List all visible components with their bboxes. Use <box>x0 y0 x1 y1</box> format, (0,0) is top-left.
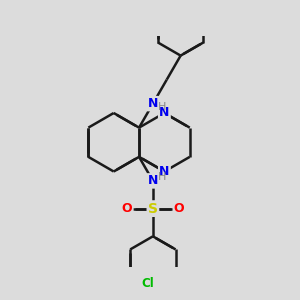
Text: H: H <box>158 102 166 112</box>
Text: N: N <box>159 165 170 178</box>
Text: H: H <box>158 172 166 182</box>
Text: N: N <box>148 174 158 188</box>
Text: Cl: Cl <box>142 277 154 290</box>
Text: N: N <box>159 106 170 119</box>
Text: O: O <box>122 202 132 215</box>
Text: O: O <box>174 202 184 215</box>
Text: S: S <box>148 202 158 216</box>
Text: N: N <box>148 97 158 110</box>
